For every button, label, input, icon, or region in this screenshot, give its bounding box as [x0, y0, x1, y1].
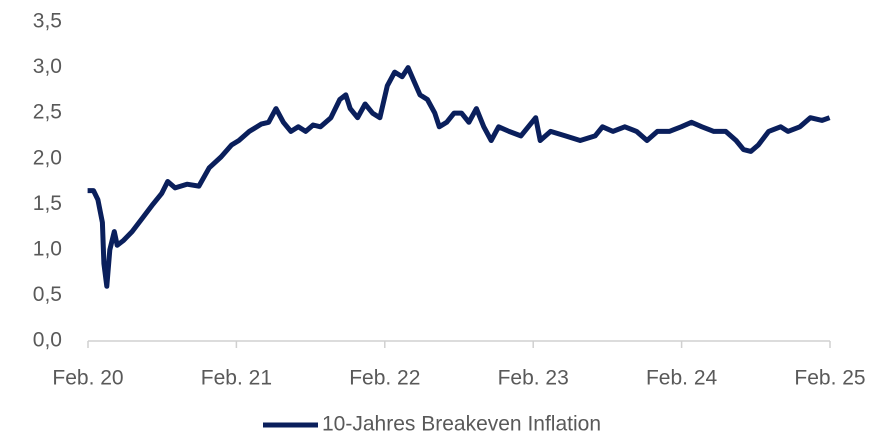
legend-label: 10-Jahres Breakeven Inflation — [322, 413, 601, 436]
y-tick-label: 1,5 — [33, 192, 62, 215]
y-tick-label: 3,5 — [33, 10, 62, 33]
y-tick-label: 2,0 — [33, 146, 62, 169]
x-tick-label: Feb. 24 — [646, 367, 718, 390]
y-tick-label: 1,0 — [33, 237, 62, 260]
x-tick-label: Feb. 22 — [349, 367, 420, 390]
x-tick-label: Feb. 20 — [52, 367, 123, 390]
y-tick-label: 0,0 — [33, 329, 62, 352]
y-tick-label: 0,5 — [33, 283, 62, 306]
series-line — [87, 65, 831, 289]
x-tick-label: Feb. 23 — [498, 367, 569, 390]
y-tick-label: 2,5 — [33, 101, 62, 124]
x-tick-label: Feb. 21 — [201, 367, 272, 390]
x-tick-label: Feb. 25 — [794, 367, 865, 390]
y-tick-label: 3,0 — [33, 55, 62, 78]
